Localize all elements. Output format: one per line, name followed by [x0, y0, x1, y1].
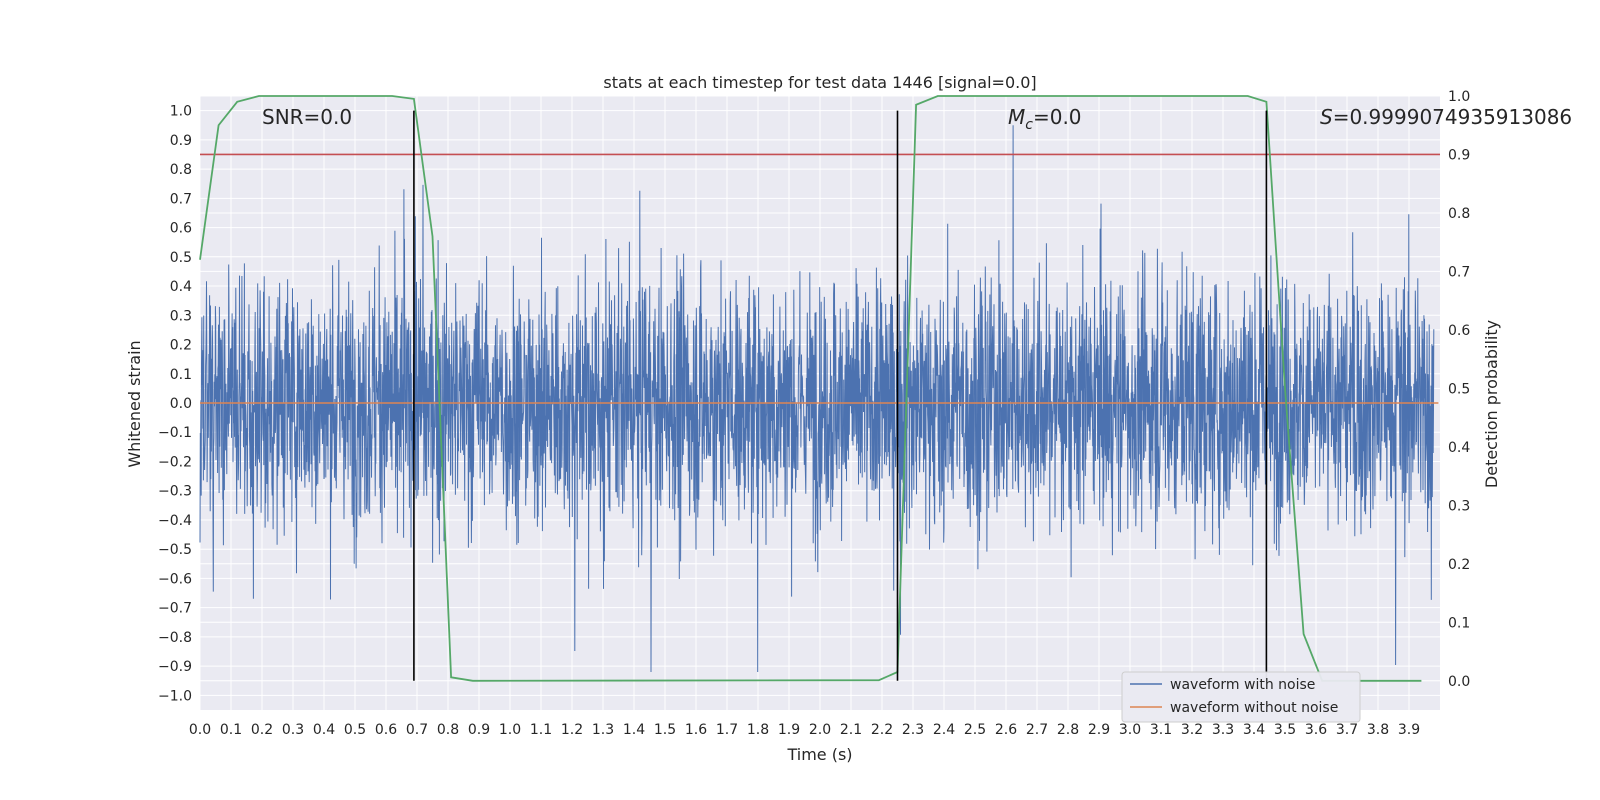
y-tick-label: −0.5: [158, 542, 192, 558]
y-tick-label: 0.6: [170, 221, 192, 237]
y-tick-label: 0.7: [170, 191, 192, 207]
x-tick-label: 0.2: [251, 722, 273, 738]
x-tick-label: 2.3: [902, 722, 924, 738]
x-tick-label: 2.9: [1088, 722, 1110, 738]
y2-tick-label: 0.1: [1448, 615, 1470, 631]
y2-tick-label: 0.5: [1448, 381, 1470, 397]
x-tick-label: 0.1: [220, 722, 242, 738]
x-tick-label: 1.3: [592, 722, 614, 738]
annotation-s-value: =0.9999074935913086: [1333, 105, 1572, 129]
legend-label-clean: waveform without noise: [1170, 700, 1338, 716]
x-tick-label: 0.3: [282, 722, 304, 738]
legend: waveform with noise waveform without noi…: [1121, 671, 1361, 723]
x-axis-label: Time (s): [786, 745, 852, 764]
waveform-with-noise-line: [199, 125, 1435, 673]
x-tick-label: 3.6: [1305, 722, 1327, 738]
y-tick-label: −0.9: [158, 659, 192, 675]
y-tick-label: 0.2: [170, 338, 192, 354]
x-tick-label: 0.9: [468, 722, 490, 738]
legend-box: [1121, 671, 1361, 723]
x-tick-label: 2.5: [964, 722, 986, 738]
x-tick-label: 2.7: [1026, 722, 1048, 738]
overlay-lines: [199, 95, 1440, 682]
y-tick-label: −0.1: [158, 425, 192, 441]
x-tick-label: 1.6: [685, 722, 707, 738]
x-tick-label: 3.5: [1274, 722, 1296, 738]
x-tick-label: 2.1: [840, 722, 862, 738]
x-tick-label: 0.0: [189, 722, 211, 738]
y2-tick-label: 0.7: [1448, 264, 1470, 280]
y-tick-label: −0.2: [158, 454, 192, 470]
x-tick-label: 3.4: [1243, 722, 1265, 738]
y-tick-label: 0.0: [170, 396, 192, 412]
annotation-chirp-mass-symbol: M: [1008, 105, 1025, 129]
x-axis-ticks: 0.0 0.1 0.2 0.3 0.4 0.5 0.6 0.7 0.8 0.9 1.0 1.1 1.2 1…: [189, 722, 1420, 738]
chart-title: stats at each timestep for test data 144…: [603, 73, 1036, 92]
x-tick-label: 0.4: [313, 722, 335, 738]
x-tick-label: 1.9: [778, 722, 800, 738]
x-tick-label: 0.5: [344, 722, 366, 738]
y-tick-label: 1.0: [170, 104, 192, 120]
x-tick-label: 1.1: [530, 722, 552, 738]
y-tick-label: −0.3: [158, 484, 192, 500]
x-tick-label: 2.0: [809, 722, 831, 738]
x-tick-label: 2.2: [871, 722, 893, 738]
y-tick-label: −0.6: [158, 571, 192, 587]
x-tick-label: 1.0: [499, 722, 521, 738]
x-tick-label: 3.3: [1212, 722, 1234, 738]
y2-tick-label: 0.9: [1448, 147, 1470, 163]
y2-tick-label: 1.0: [1448, 89, 1470, 105]
x-tick-label: 0.7: [406, 722, 428, 738]
x-tick-label: 1.2: [561, 722, 583, 738]
y2-tick-label: 0.3: [1448, 498, 1470, 514]
y-tick-label: 0.8: [170, 162, 192, 178]
y-tick-label: 0.4: [170, 279, 192, 295]
x-tick-label: 0.6: [375, 722, 397, 738]
x-tick-label: 3.1: [1150, 722, 1172, 738]
x-tick-label: 3.2: [1181, 722, 1203, 738]
annotation-chirp-mass-value: =0.0: [1033, 105, 1082, 129]
x-tick-label: 1.7: [716, 722, 738, 738]
legend-label-noise: waveform with noise: [1170, 677, 1315, 693]
y2-tick-label: 0.4: [1448, 440, 1470, 456]
y2-tick-label: 0.0: [1448, 674, 1470, 690]
x-tick-label: 1.5: [654, 722, 676, 738]
x-tick-label: 2.4: [933, 722, 955, 738]
y2-tick-label: 0.2: [1448, 557, 1470, 573]
x-tick-label: 3.0: [1119, 722, 1141, 738]
y-tick-label: 0.1: [170, 367, 192, 383]
x-tick-label: 1.4: [623, 722, 645, 738]
x-tick-label: 3.8: [1367, 722, 1389, 738]
annotation-chirp-mass: Mc=0.0: [1008, 105, 1082, 133]
x-tick-label: 3.7: [1336, 722, 1358, 738]
annotation-s-symbol: S: [1320, 105, 1333, 129]
x-tick-label: 3.9: [1398, 722, 1420, 738]
series-waveform-with-noise: [199, 125, 1435, 673]
x-tick-label: 2.8: [1057, 722, 1079, 738]
y-tick-label: −0.7: [158, 601, 192, 617]
y-axis-ticks: 1.0 0.9 0.8 0.7 0.6 0.5 0.4 0.3 0.2 0.1 0.0 −0.1 −0.…: [158, 104, 192, 705]
annotation-chirp-mass-subscript: c: [1025, 117, 1033, 133]
detection-probability-line: [199, 95, 1422, 682]
y-axis-label: Whitened strain: [125, 340, 144, 467]
x-tick-label: 0.8: [437, 722, 459, 738]
y-tick-label: −0.4: [158, 513, 192, 529]
y-tick-label: −0.8: [158, 630, 192, 646]
x-tick-label: 1.8: [747, 722, 769, 738]
y2-axis-ticks: 0.0 0.1 0.2 0.3 0.4 0.5 0.6 0.7 0.8 0.9 1.0: [1448, 89, 1470, 690]
y-tick-label: 0.5: [170, 250, 192, 266]
annotation-s: S=0.9999074935913086: [1320, 105, 1572, 129]
y2-tick-label: 0.6: [1448, 323, 1470, 339]
y2-axis-label: Detection probability: [1482, 320, 1501, 488]
x-tick-label: 2.6: [995, 722, 1017, 738]
y-tick-label: 0.3: [170, 308, 192, 324]
y-tick-label: −1.0: [158, 688, 192, 704]
annotation-snr: SNR=0.0: [262, 105, 352, 129]
y-tick-label: 0.9: [170, 133, 192, 149]
y2-tick-label: 0.8: [1448, 206, 1470, 222]
